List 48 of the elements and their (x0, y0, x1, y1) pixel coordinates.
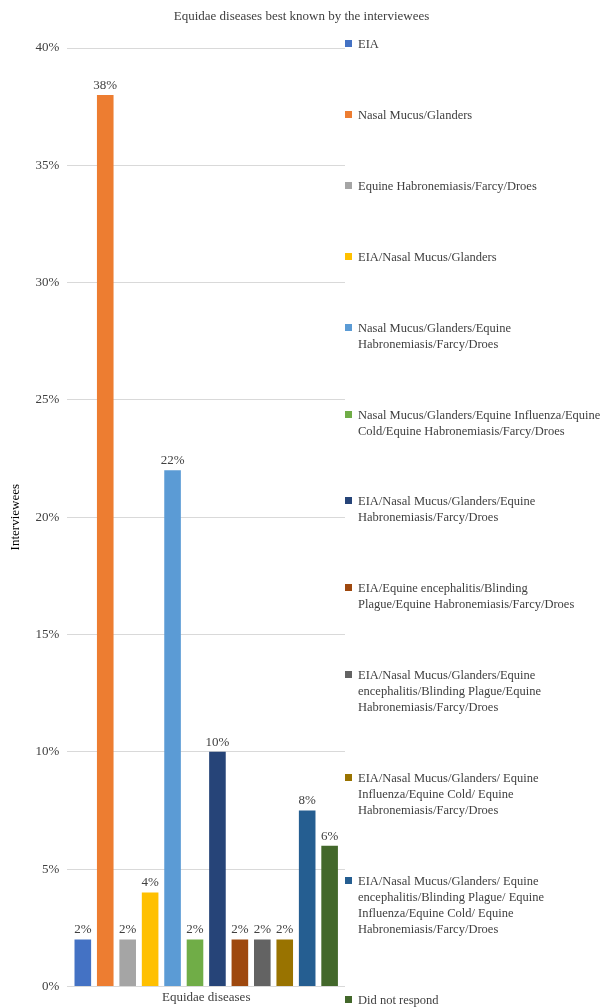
y-tick-label: 10% (35, 743, 60, 759)
bar (321, 845, 338, 986)
bar (141, 892, 159, 986)
bar (96, 94, 114, 986)
data-label: 2% (276, 921, 294, 937)
bar (74, 939, 92, 986)
legend-label: EIA/Nasal Mucus/Glanders/ Equine encephalitis/Blinding Plague/ Equine Influenza/Equine Cold/ Equine Habronemiasis/Farcy/Droes (358, 873, 546, 938)
bar (276, 939, 294, 986)
data-label: 2% (186, 921, 204, 937)
legend-label: Nasal Mucus/Glanders/Equine Habronemiasis/Farcy/Droes (358, 319, 513, 352)
y-tick-label: 40% (35, 39, 60, 55)
data-label: 10% (205, 733, 230, 749)
legend-label: EIA/Nasal Mucus/Glanders/Equine Habronemiasis/Farcy/Droes (358, 493, 537, 526)
data-label: 22% (160, 452, 185, 468)
data-label: 2% (253, 921, 272, 937)
y-tick-label: 20% (35, 508, 60, 524)
bar (119, 939, 136, 986)
y-tick-label: 35% (35, 156, 60, 172)
legend-label: EIA/Nasal Mucus/Glanders (358, 248, 497, 265)
data-label: 6% (320, 827, 339, 843)
data-label: 2% (119, 921, 137, 937)
bar (186, 939, 204, 986)
x-tick-label: Equidae diseases (161, 988, 251, 1004)
bar (209, 751, 226, 986)
legend-label: EIA/Nasal Mucus/Glanders/Equine encephalitis/Blinding Plague/Equine Habronemiasis/Farcy/Droes (358, 667, 542, 716)
chart-title: Equidae diseases best known by the interviewees (172, 8, 431, 24)
data-label: 2% (231, 921, 249, 937)
bar (231, 939, 249, 986)
legend-label: EIA (358, 36, 379, 52)
data-label: 38% (93, 76, 118, 92)
legend-label: Did not respond (358, 991, 439, 1008)
legend-label: Nasal Mucus/Glanders (358, 106, 473, 123)
bar (254, 939, 271, 986)
data-label: 2% (74, 921, 92, 937)
y-tick-label: 30% (35, 274, 60, 290)
y-tick-label: 25% (35, 391, 60, 407)
bar (298, 810, 316, 986)
data-label: 4% (141, 874, 159, 890)
legend-label: Nasal Mucus/Glanders/Equine Influenza/Equine Cold/Equine Habronemiasis/Farcy/Droes (358, 406, 602, 439)
legend-label: EIA/Nasal Mucus/Glanders/ Equine Influenza/Equine Cold/ Equine Habronemiasis/Farcy/Droes (358, 770, 540, 819)
y-tick-label: 5% (42, 860, 60, 876)
legend-label: Equine Habronemiasis/Farcy/Droes (358, 177, 537, 194)
y-axis-title: Interviewees (7, 483, 23, 551)
legend-label: EIA/Equine encephalitis/Blinding Plague/Equine Habronemiasis/Farcy/Droes (358, 580, 576, 613)
y-tick-label: 0% (42, 977, 60, 993)
y-tick-label: 15% (35, 625, 60, 641)
data-label: 8% (298, 792, 317, 808)
bar (164, 470, 181, 986)
